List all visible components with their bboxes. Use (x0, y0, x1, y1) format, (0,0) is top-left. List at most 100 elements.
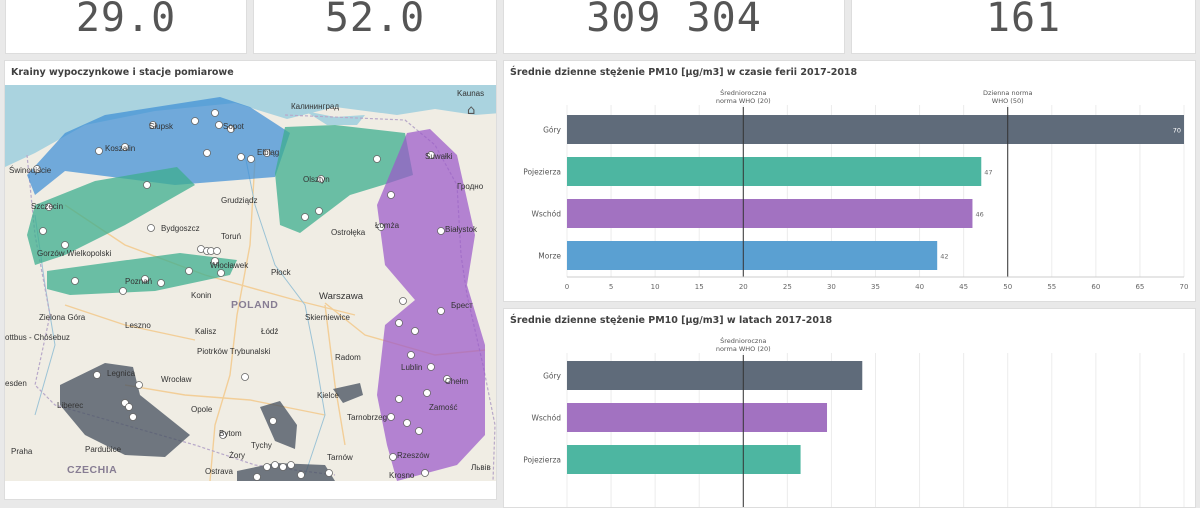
reference-label: Średnioroczna (720, 88, 766, 97)
map-label: Leszno (125, 321, 151, 330)
map-label: Płock (271, 268, 291, 277)
tick-label: 40 (915, 283, 924, 291)
kpi-tile-2[interactable]: 52.0 (253, 0, 497, 54)
chart-title: Średnie dzienne stężenie PM10 [µg/m3] w … (510, 315, 833, 326)
bar[interactable] (567, 403, 828, 432)
region-mountains[interactable] (237, 463, 335, 481)
map-label: Radom (335, 353, 361, 362)
map-label: Piotrków Trybunalski (197, 347, 271, 356)
map-label: Bytom (219, 429, 242, 438)
map-label: Zamość (429, 403, 458, 412)
map-label: Słupsk (149, 122, 174, 131)
map-label: Legnica (107, 369, 136, 378)
map-label: Opole (191, 405, 213, 414)
chart-title: Średnie dzienne stężenie PM10 [µg/m3] w … (510, 67, 858, 78)
country-border (284, 114, 496, 481)
region-lakes[interactable] (47, 253, 237, 295)
map-label: Olsztyn (303, 175, 330, 184)
map-label: Krosno (389, 471, 415, 480)
tick-label: 5 (609, 283, 613, 291)
tick-label: 0 (565, 283, 569, 291)
kpi-tile-4[interactable]: 161 (851, 0, 1196, 54)
map-label: Żory (229, 451, 245, 460)
tick-label: 35 (871, 283, 880, 291)
map-label: Gorzów Wielkopolski (37, 249, 112, 258)
map-label: Ostrołęka (331, 228, 366, 237)
map-label: CZECHIA (67, 464, 118, 476)
map-label: Warszawa (319, 291, 363, 302)
map-label: Konin (191, 291, 212, 300)
reference-label: Średnioroczna (720, 336, 766, 345)
map-label: Tychy (251, 441, 272, 450)
map-label: Sopot (223, 122, 244, 131)
bar-label: Góry (543, 126, 561, 135)
region-sea[interactable] (27, 97, 290, 195)
map-label: Skierniewice (305, 313, 350, 322)
bar[interactable] (567, 199, 973, 228)
bar[interactable] (567, 157, 982, 186)
home-icon[interactable]: ⌂ (467, 103, 476, 118)
map-label: Tarnów (327, 453, 353, 462)
tick-label: 30 (827, 283, 836, 291)
kpi-tile-3[interactable]: 309 304 (503, 0, 845, 54)
kpi-value: 29.0 (75, 0, 177, 41)
tick-label: 70 (1180, 283, 1189, 291)
map-label: Kaunas (457, 89, 485, 98)
map-label: Гродно (457, 182, 484, 191)
map-label: Praha (11, 447, 33, 456)
map-canvas (5, 85, 496, 481)
map-label: Kielce (317, 391, 339, 400)
region-mountains[interactable] (60, 363, 190, 457)
kpi-value: 161 (985, 0, 1062, 41)
map-view[interactable]: ⌂ Kaunas Калининград Słupsk Sopot Koszal… (5, 85, 496, 481)
data-label: 46 (975, 211, 983, 219)
lagoon (305, 111, 365, 125)
station-markers[interactable] (33, 109, 451, 481)
bar[interactable] (567, 115, 1184, 144)
chart-ferie[interactable]: Góry 70 Pojezierza 47 Wschód 46 Morze 42 Średnio… (504, 61, 1196, 302)
map-label: esden (5, 379, 27, 388)
map-label: Włocławek (210, 261, 249, 270)
tick-label: 45 (959, 283, 968, 291)
region-lakes[interactable] (275, 125, 413, 233)
map-label: Świnoujście (9, 166, 52, 175)
tick-label: 25 (783, 283, 792, 291)
map-label: Łódź (261, 327, 279, 336)
map-label: Львів (471, 463, 491, 472)
region-lakes[interactable] (27, 167, 195, 265)
bar-label: Pojezierza (523, 456, 561, 465)
map-label: Wrocław (161, 375, 192, 384)
data-label: 47 (984, 169, 992, 177)
region-mountains[interactable] (333, 383, 363, 403)
data-label: 42 (940, 253, 948, 261)
map-label: Pardubice (85, 445, 122, 454)
tick-label: 15 (695, 283, 704, 291)
reference-label: Dzienna norma (983, 89, 1032, 97)
map-label: Lublin (401, 363, 423, 372)
region-mountains[interactable] (260, 401, 297, 449)
map-label: Калининград (291, 102, 340, 111)
map-label: POLAND (231, 299, 279, 311)
map-label: Bydgoszcz (161, 224, 200, 233)
map-label: Liberec (57, 401, 84, 410)
tick-label: 55 (1047, 283, 1056, 291)
map-label: Łomża (375, 221, 400, 230)
map-label: Rzeszów (397, 451, 430, 460)
map-label: Chełm (445, 377, 469, 386)
region-east[interactable] (377, 129, 485, 481)
chart-years-panel: Średnie dzienne stężenie PM10 [µg/m3] w … (503, 308, 1196, 508)
reference-label: WHO (50) (992, 97, 1024, 105)
map-label: Zielona Góra (39, 313, 86, 322)
bar-label: Morze (538, 252, 561, 261)
map-label: Tarnobrzeg (347, 413, 388, 422)
bar[interactable] (567, 445, 801, 474)
kpi-value: 309 304 (586, 0, 762, 41)
map-label: Grudziądz (221, 196, 258, 205)
bar[interactable] (567, 361, 863, 390)
bar-label: Wschód (531, 414, 561, 423)
data-label: 70 (1173, 127, 1181, 135)
map-label: Szczecin (31, 202, 64, 211)
kpi-tile-1[interactable]: 29.0 (5, 0, 247, 54)
bar[interactable] (567, 241, 938, 270)
